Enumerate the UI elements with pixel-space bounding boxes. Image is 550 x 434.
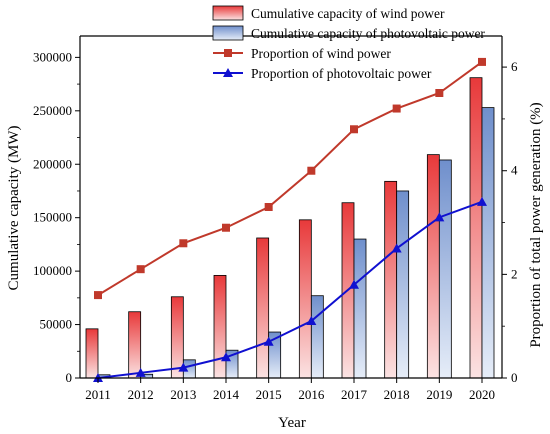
marker-pv-proportion-2012 [135, 367, 146, 377]
left-y-axis-title: Cumulative capacity (MW) [6, 126, 22, 291]
line-pv-proportion [97, 200, 483, 379]
x-tick-label-2015: 2015 [256, 387, 282, 402]
marker-wind-proportion-2014 [222, 223, 230, 232]
bar-pv-2019 [438, 159, 452, 379]
bar-pv-2018 [396, 190, 410, 379]
marker-wind-proportion-2013 [179, 239, 188, 248]
left-tick-label-150000: 150000 [33, 210, 72, 225]
left-tick-label-200000: 200000 [33, 156, 72, 171]
right-tick-label-6: 6 [511, 59, 518, 74]
marker-wind-proportion-2012 [136, 265, 145, 274]
bar-pv-2016 [310, 295, 324, 379]
x-tick-label-2012: 2012 [128, 387, 154, 402]
line-wind-proportion [97, 61, 483, 296]
legend-marker-3 [223, 68, 233, 77]
bar-wind-2016 [298, 219, 312, 379]
x-tick-label-2013: 2013 [170, 387, 196, 402]
x-axis-title: Year [278, 415, 306, 431]
marker-wind-proportion-2016 [307, 166, 316, 175]
legend-label-0: Cumulative capacity of wind power [251, 6, 445, 21]
bar-wind-2015 [256, 237, 270, 379]
left-tick-label-250000: 250000 [33, 103, 72, 118]
marker-pv-proportion-2018 [391, 243, 402, 253]
marker-pv-proportion-2017 [349, 279, 359, 289]
left-tick-label-300000: 300000 [33, 49, 72, 64]
legend-label-3: Proportion of photovoltaic power [251, 66, 432, 81]
marker-pv-proportion-2015 [263, 336, 274, 346]
x-tick-label-2020: 2020 [469, 387, 495, 402]
bar-wind-2012 [128, 311, 142, 379]
marker-pv-proportion-2020 [477, 196, 487, 206]
marker-pv-proportion-2013 [178, 362, 189, 372]
legend-label-1: Cumulative capacity of photovoltaic powe… [251, 26, 485, 41]
bar-pv-2020 [481, 107, 495, 379]
x-tick-label-2018: 2018 [384, 387, 410, 402]
marker-pv-proportion-2019 [434, 212, 445, 222]
marker-wind-proportion-2019 [435, 89, 444, 97]
marker-wind-proportion-2018 [392, 104, 401, 113]
legend-swatch-1 [212, 25, 244, 41]
legend-label-2: Proportion of wind power [251, 46, 391, 61]
x-tick-label-2011: 2011 [85, 387, 111, 402]
bar-wind-2011 [85, 328, 99, 379]
marker-pv-proportion-2014 [221, 352, 231, 362]
right-tick-label-0: 0 [511, 370, 518, 385]
x-tick-label-2016: 2016 [298, 387, 325, 402]
left-tick-label-0: 0 [66, 370, 73, 385]
left-tick-label-50000: 50000 [40, 317, 73, 332]
bar-pv-2017 [353, 238, 367, 379]
marker-pv-proportion-2016 [306, 316, 317, 325]
bar-wind-2019 [426, 154, 440, 379]
marker-wind-proportion-2015 [264, 203, 273, 211]
marker-wind-proportion-2020 [478, 57, 486, 66]
bar-wind-2013 [170, 296, 184, 379]
x-tick-label-2017: 2017 [341, 387, 368, 402]
bar-wind-2018 [384, 180, 398, 379]
legend-marker-2 [224, 49, 232, 57]
right-y-axis-title: Proportion of total power generation (%) [528, 102, 544, 347]
bar-wind-2020 [469, 77, 483, 379]
legend-swatch-0 [212, 5, 244, 21]
marker-wind-proportion-2011 [94, 291, 102, 300]
left-tick-label-100000: 100000 [33, 263, 72, 278]
x-tick-label-2014: 2014 [213, 387, 240, 402]
right-tick-label-4: 4 [511, 163, 518, 178]
right-tick-label-2: 2 [511, 266, 518, 281]
bar-wind-2014 [213, 274, 227, 379]
x-tick-label-2019: 2019 [426, 387, 452, 402]
marker-wind-proportion-2017 [350, 125, 358, 134]
